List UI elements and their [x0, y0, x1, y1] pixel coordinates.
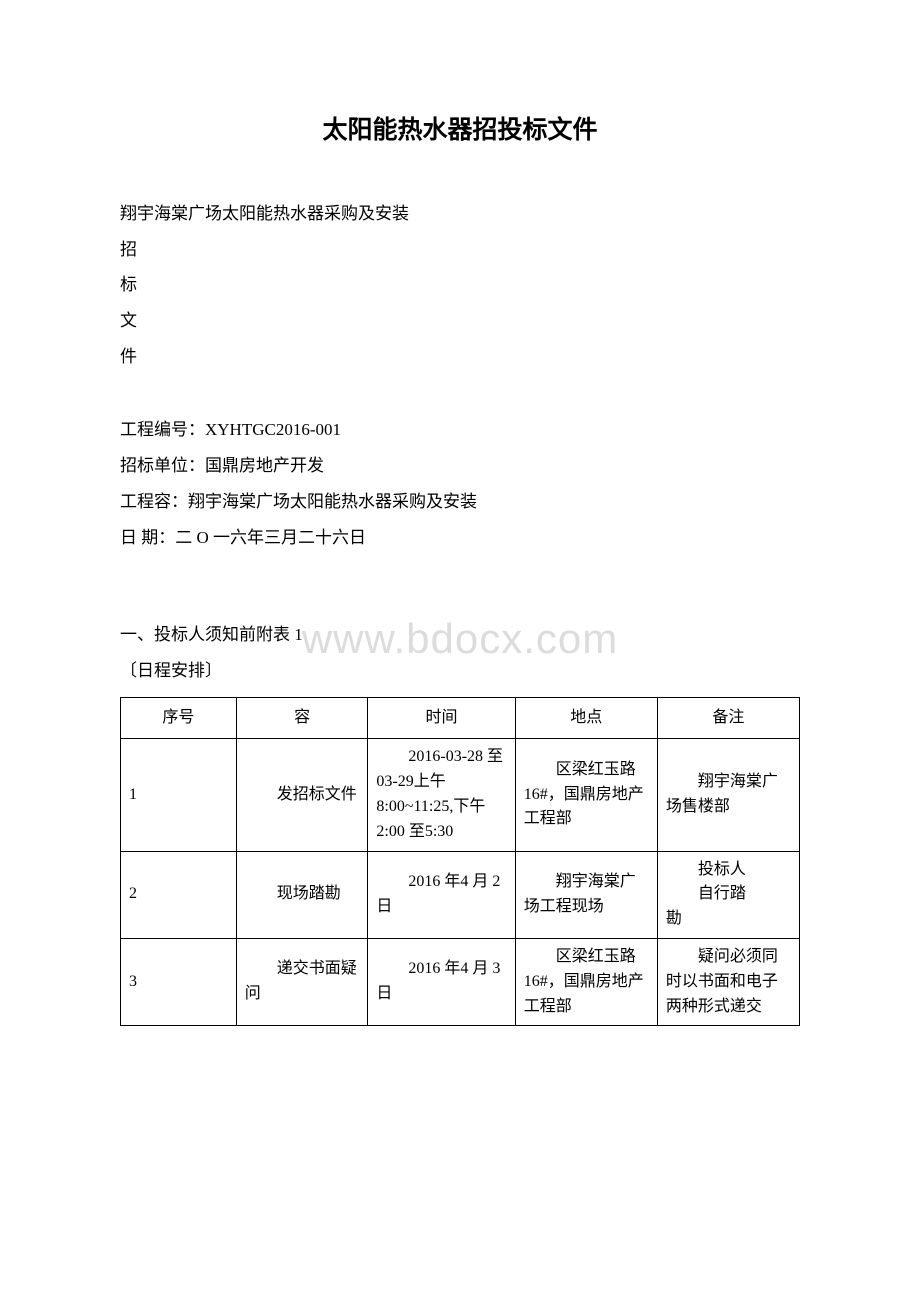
schedule-table: 序号 容 时间 地点 备注 1 发招标文件 2016-03-28 至 03-29…: [120, 697, 800, 1027]
cell-time-3: 2016 年4 月 3 日: [368, 938, 515, 1025]
table-row: 2 现场踏勘 2016 年4 月 2 日 翔宇海棠广场工程现场 投标人 自行踏 …: [121, 851, 800, 938]
document-title: 太阳能热水器招投标文件: [120, 110, 800, 146]
cell-content-2: 现场踏勘: [236, 851, 368, 938]
cell-note-2: 投标人 自行踏 勘: [657, 851, 799, 938]
vchar-2: 标: [120, 267, 800, 303]
header-content: 容: [236, 697, 368, 739]
cell-note-3: 疑问必须同时以书面和电子两种形式递交: [657, 938, 799, 1025]
note2-line2: 自行踏: [666, 882, 791, 907]
cell-note-1: 翔宇海棠广场售楼部: [657, 739, 799, 851]
cell-seq-2: 2: [121, 851, 237, 938]
vchar-4: 件: [120, 339, 800, 375]
subtitle-text: 翔宇海棠广场太阳能热水器采购及安装: [120, 196, 800, 232]
cell-place-1: 区梁红玉路 16#，国鼎房地产工程部: [515, 739, 657, 851]
section-1-heading: 一、投标人须知前附表 1: [120, 617, 800, 653]
cell-time-2: 2016 年4 月 2 日: [368, 851, 515, 938]
header-note: 备注: [657, 697, 799, 739]
cell-time-1: 2016-03-28 至 03-29上午8:00~11:25,下午 2:00 至…: [368, 739, 515, 851]
document-content: 太阳能热水器招投标文件 翔宇海棠广场太阳能热水器采购及安装 招 标 文 件 工程…: [120, 110, 800, 1026]
table-header-row: 序号 容 时间 地点 备注: [121, 697, 800, 739]
cell-seq-1: 1: [121, 739, 237, 851]
intro-block: 翔宇海棠广场太阳能热水器采购及安装 招 标 文 件: [120, 196, 800, 374]
bid-unit: 招标单位：国鼎房地产开发: [120, 448, 800, 484]
project-date: 日 期：二 O 一六年三月二十六日: [120, 520, 800, 556]
header-time: 时间: [368, 697, 515, 739]
header-seq: 序号: [121, 697, 237, 739]
header-place: 地点: [515, 697, 657, 739]
cell-place-2: 翔宇海棠广场工程现场: [515, 851, 657, 938]
table-row: 1 发招标文件 2016-03-28 至 03-29上午8:00~11:25,下…: [121, 739, 800, 851]
cell-place-3: 区梁红玉路 16#，国鼎房地产工程部: [515, 938, 657, 1025]
cell-content-3: 递交书面疑问: [236, 938, 368, 1025]
project-info-block: 工程编号：XYHTGC2016-001 招标单位：国鼎房地产开发 工程容：翔宇海…: [120, 412, 800, 555]
note2-line3: 勘: [666, 907, 791, 932]
vchar-1: 招: [120, 232, 800, 268]
cell-seq-3: 3: [121, 938, 237, 1025]
table-row: 3 递交书面疑问 2016 年4 月 3 日 区梁红玉路 16#，国鼎房地产工程…: [121, 938, 800, 1025]
vertical-label: 招 标 文 件: [120, 232, 800, 375]
cell-content-1: 发招标文件: [236, 739, 368, 851]
note2-line1: 投标人: [666, 858, 791, 883]
vchar-3: 文: [120, 303, 800, 339]
section-1-subheading: 〔日程安排〕: [120, 653, 800, 689]
project-content: 工程容：翔宇海棠广场太阳能热水器采购及安装: [120, 484, 800, 520]
project-number: 工程编号：XYHTGC2016-001: [120, 412, 800, 448]
